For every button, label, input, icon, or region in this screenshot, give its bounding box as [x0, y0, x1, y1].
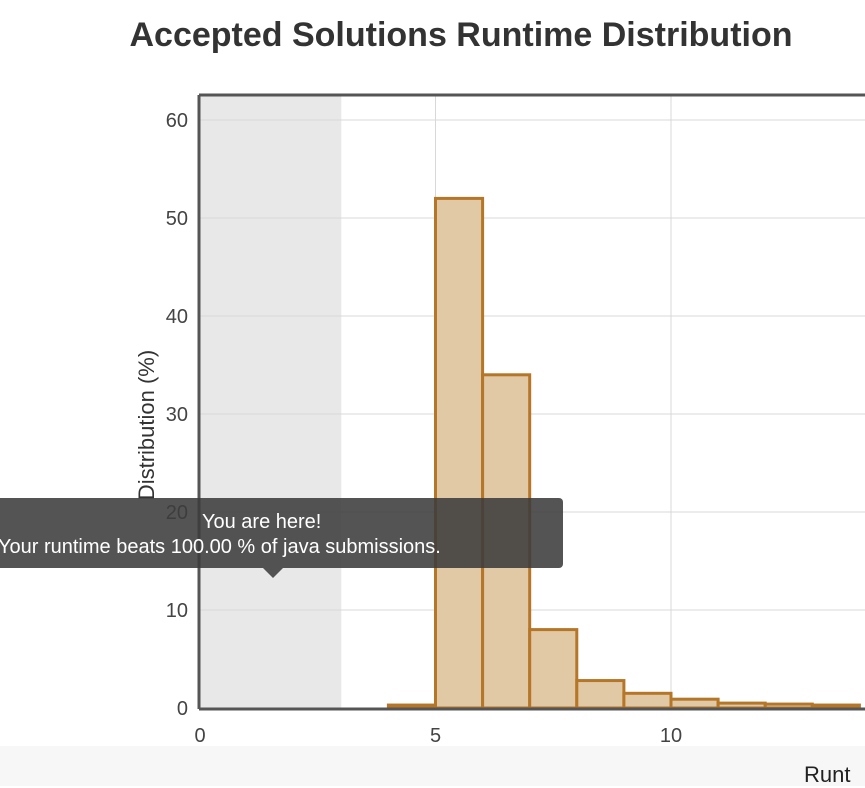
- histogram-bar: [716, 701, 767, 710]
- x-axis-label: Runt: [804, 762, 851, 787]
- tooltip-title: You are here!: [202, 511, 322, 533]
- y-tick-label: 50: [166, 208, 188, 230]
- histogram-bar: [622, 691, 673, 710]
- x-tick-label: 0: [194, 725, 205, 747]
- y-tick-label: 10: [166, 600, 188, 622]
- histogram-bar: [528, 628, 579, 710]
- y-axis-label: Distribution (%): [134, 349, 159, 501]
- y-tick-label: 60: [166, 110, 188, 132]
- histogram-bar: [575, 679, 626, 710]
- tooltip-arrow: [263, 568, 283, 578]
- y-tick-label: 0: [177, 698, 188, 720]
- histogram-bar: [669, 697, 720, 710]
- x-tick-label: 5: [430, 725, 441, 747]
- runtime-tooltip: You are here! Your runtime beats 100.00 …: [0, 498, 563, 578]
- tooltip-text: Your runtime beats 100.00 % of java subm…: [0, 536, 441, 558]
- x-tick-label: 10: [660, 725, 682, 747]
- histogram-bar: [763, 702, 814, 710]
- bottom-band: [0, 746, 865, 786]
- y-tick-label: 30: [166, 404, 188, 426]
- histogram-bar: [434, 196, 485, 710]
- highlight-region: [200, 95, 342, 708]
- chart-title: Accepted Solutions Runtime Distribution: [129, 16, 793, 54]
- y-tick-label: 40: [166, 306, 188, 328]
